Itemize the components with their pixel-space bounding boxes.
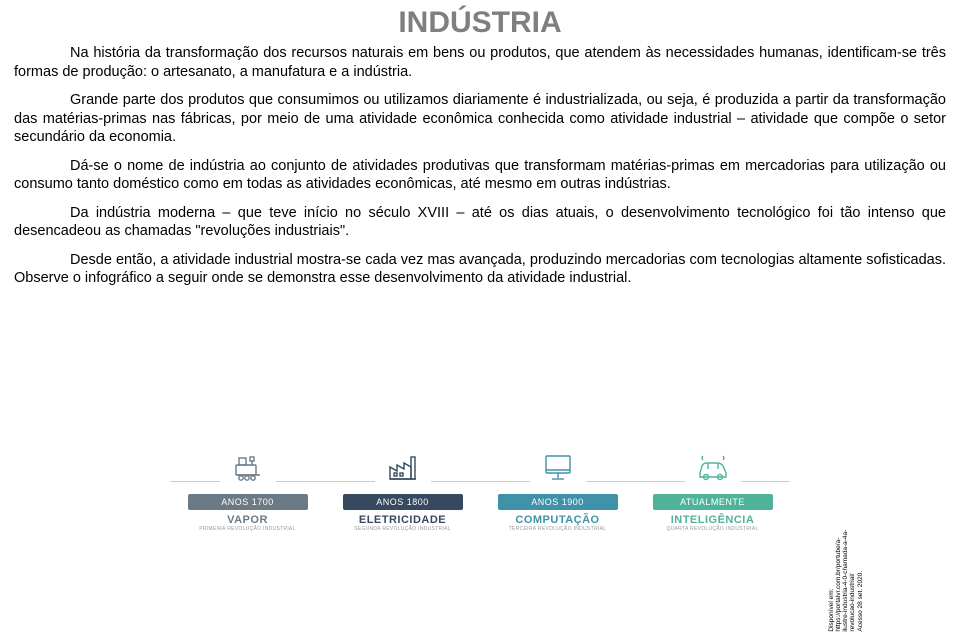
image-citation: Disponível em: https://portalvr.com.br/p… (828, 530, 864, 632)
paragraph-2: Grande parte dos produtos que consumimos… (14, 91, 946, 147)
stage-sublabel: SEGUNDA REVOLUÇÃO INDUSTRIAL (328, 526, 478, 532)
timeline-infographic: ANOS 1700 ANOS 1800 ANOS 1900 ATUALMENTE… (170, 449, 790, 532)
stage-label: VAPOR (173, 514, 323, 526)
paragraph-3: Dá-se o nome de indústria ao conjunto de… (14, 157, 946, 194)
car-icon (695, 449, 731, 485)
period-pill: ANOS 1900 (498, 494, 618, 510)
stage-label: COMPUTAÇÃO (483, 514, 633, 526)
period-pill: ATUALMENTE (653, 494, 773, 510)
page-title: INDÚSTRIA (0, 0, 960, 44)
period-row: ANOS 1700 ANOS 1800 ANOS 1900 ATUALMENTE (170, 494, 790, 510)
factory-icon (385, 449, 421, 485)
icons-row (170, 449, 790, 490)
stage-label: INTELIGÊNCIA (638, 514, 788, 526)
period-pill: ANOS 1800 (343, 494, 463, 510)
period-pill: ANOS 1700 (188, 494, 308, 510)
labels-row: VAPOR ELETRICIDADE COMPUTAÇÃO INTELIGÊNC… (170, 514, 790, 526)
monitor-icon (540, 449, 576, 485)
paragraph-5: Desde então, a atividade industrial most… (14, 251, 946, 288)
stage-label: ELETRICIDADE (328, 514, 478, 526)
icon-cell (173, 449, 323, 490)
train-icon (230, 449, 266, 485)
stage-sublabel: PRIMEIRA REVOLUÇÃO INDUSTRIAL (173, 526, 323, 532)
content-area: Na história da transformação dos recurso… (0, 44, 960, 288)
stage-sublabel: TERCEIRA REVOLUÇÃO INDUSTRIAL (483, 526, 633, 532)
icon-cell (328, 449, 478, 490)
paragraph-4: Da indústria moderna – que teve início n… (14, 204, 946, 241)
stage-sublabel: QUARTA REVOLUÇÃO INDUSTRIAL (638, 526, 788, 532)
sub-row: PRIMEIRA REVOLUÇÃO INDUSTRIAL SEGUNDA RE… (170, 526, 790, 532)
icon-cell (483, 449, 633, 490)
paragraph-1: Na história da transformação dos recurso… (14, 44, 946, 81)
icon-cell (638, 449, 788, 490)
citation-line: Acesso 28 set. 2020. (857, 530, 864, 632)
